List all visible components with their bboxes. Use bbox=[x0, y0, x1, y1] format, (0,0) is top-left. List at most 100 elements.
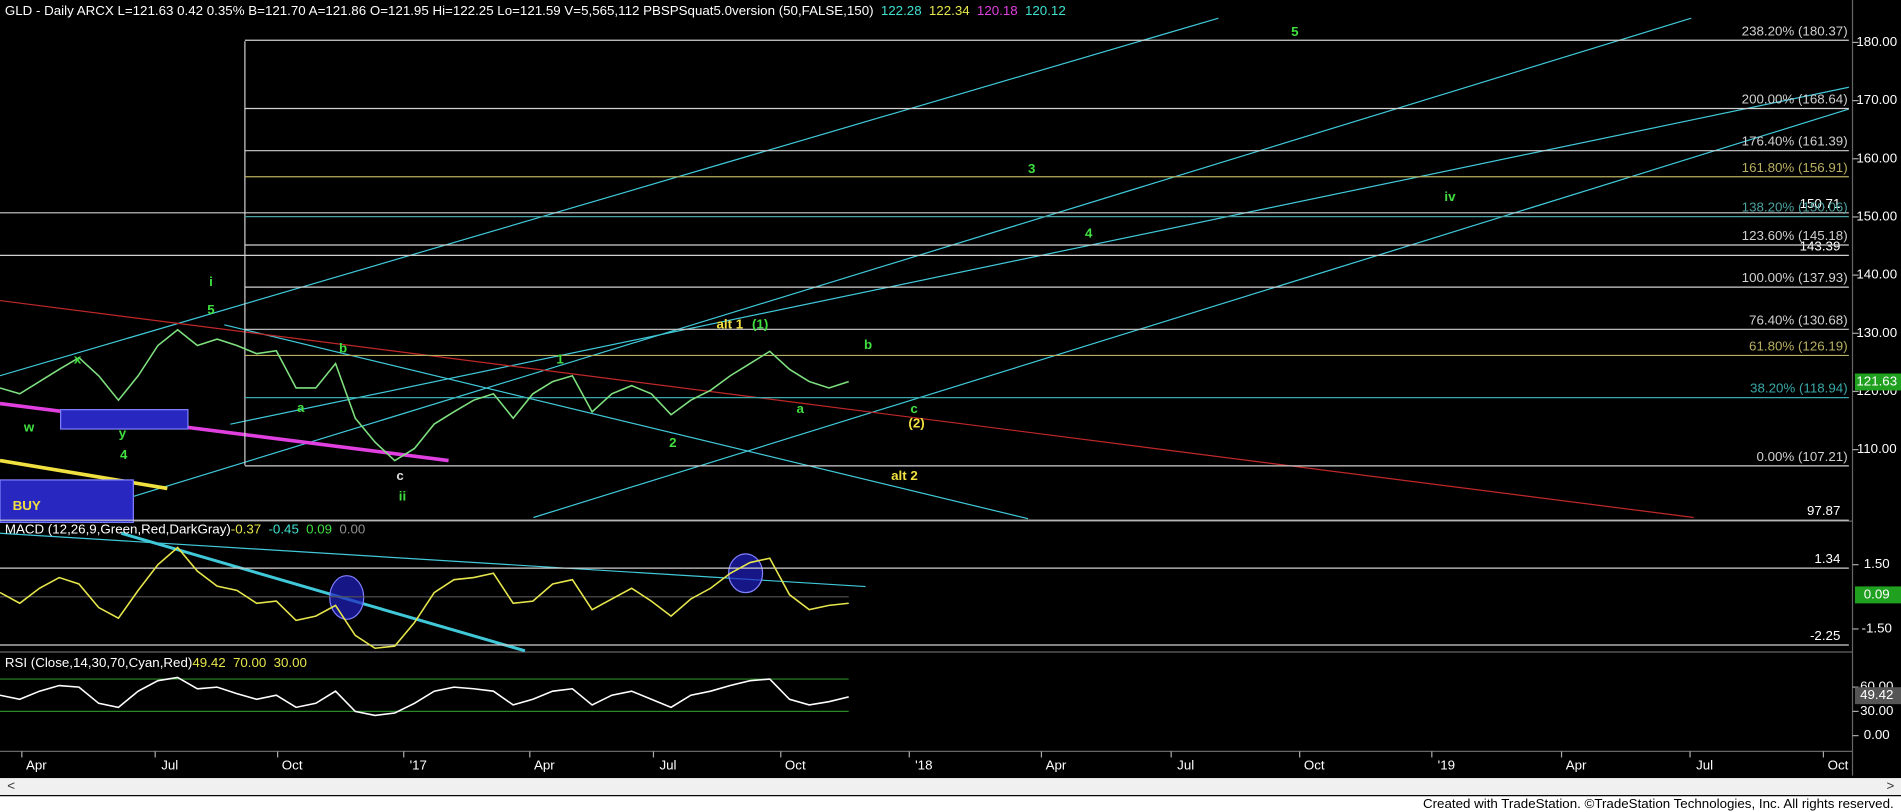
buy-zone bbox=[0, 479, 134, 523]
macd-trendline bbox=[0, 532, 866, 588]
header: GLD - Daily ARCX L=121.63 0.42 0.35% B=1… bbox=[5, 2, 1066, 17]
fib-label: 200.00% (168.64) bbox=[1742, 92, 1848, 107]
fib-label: 100.00% (137.93) bbox=[1742, 270, 1848, 285]
header-segment: GLD - Daily ARCX L=121.63 0.42 0.35% B=1… bbox=[5, 2, 874, 17]
last-label: 0.09 bbox=[1864, 586, 1890, 601]
y-tick-label: 150.00 bbox=[1856, 208, 1897, 223]
header-segment: 49.42 bbox=[192, 654, 225, 669]
wave-label: alt 2 bbox=[891, 468, 918, 483]
x-tick-label: Jul bbox=[1696, 757, 1713, 772]
last-price-box bbox=[1854, 373, 1901, 391]
wave-label: BUY bbox=[13, 498, 41, 513]
series-line bbox=[0, 676, 849, 717]
header-segment: 122.28 bbox=[881, 2, 922, 17]
fib-label: 138.20% (150.06) bbox=[1742, 200, 1848, 215]
x-tick-label: Oct bbox=[785, 757, 806, 772]
wave-label: 5 bbox=[1291, 24, 1299, 39]
macd-title: MACD (12,26,9,Green,Red,DarkGray)-0.37 -0… bbox=[5, 521, 365, 536]
fib-label: 238.20% (180.37) bbox=[1742, 23, 1848, 38]
channel-line bbox=[72, 17, 1692, 516]
x-tick-label: Jul bbox=[161, 757, 178, 772]
x-tick-label: '17 bbox=[410, 757, 427, 772]
support-zone bbox=[60, 409, 189, 430]
wave-label: (2) bbox=[908, 416, 924, 431]
last-box bbox=[1854, 586, 1901, 604]
wave-label: 3 bbox=[1028, 161, 1035, 176]
scrollbar[interactable] bbox=[0, 778, 1901, 796]
y-tick-label: 140.00 bbox=[1856, 267, 1897, 282]
wave-label: 4 bbox=[120, 447, 128, 462]
header-segment: -0.45 bbox=[268, 521, 298, 536]
series-line bbox=[0, 546, 849, 650]
macd-trendline bbox=[120, 531, 526, 653]
header-segment: 30.00 bbox=[274, 654, 307, 669]
wave-label: c bbox=[910, 401, 918, 416]
fib-label: 61.80% (126.19) bbox=[1749, 338, 1848, 353]
wave-label: (1) bbox=[752, 316, 768, 331]
wave-label: 5 bbox=[207, 302, 215, 317]
red-trendline bbox=[0, 299, 1694, 519]
wave-label: a bbox=[297, 400, 305, 415]
header-segment: 120.12 bbox=[1025, 2, 1066, 17]
wave-label: y bbox=[119, 425, 127, 440]
x-tick-label: Apr bbox=[534, 757, 555, 772]
y-tick-label: 160.00 bbox=[1856, 150, 1897, 165]
y-tick-label: -1.50 bbox=[1862, 620, 1892, 635]
level-label: 1.34 bbox=[1814, 551, 1841, 566]
x-tick-label: Oct bbox=[282, 757, 303, 772]
footer-bar bbox=[0, 796, 1901, 812]
wave-label: i bbox=[209, 274, 213, 289]
x-tick-label: Apr bbox=[26, 757, 47, 772]
trendlines bbox=[0, 17, 1850, 653]
y-tick-label: 170.00 bbox=[1856, 92, 1897, 107]
header-segment: 70.00 bbox=[233, 654, 266, 669]
wave-label: iv bbox=[1444, 189, 1456, 204]
fib-label: 161.80% (156.91) bbox=[1742, 160, 1848, 175]
wave-label: w bbox=[23, 419, 35, 434]
y-tick-label: 110.00 bbox=[1857, 441, 1897, 456]
wave-label: 1 bbox=[556, 351, 564, 366]
wave-label: b bbox=[339, 341, 347, 356]
last-box bbox=[1854, 687, 1901, 705]
y-tick-label: 30.00 bbox=[1860, 703, 1893, 718]
series-line bbox=[0, 328, 849, 462]
y-tick-label: 130.00 bbox=[1856, 325, 1897, 340]
scroll-right[interactable]: > bbox=[1886, 778, 1894, 793]
rsi-title-text: RSI (Close,14,30,70,Cyan,Red) bbox=[5, 654, 192, 669]
channel-line bbox=[224, 324, 1029, 520]
x-tick-label: Apr bbox=[1566, 757, 1587, 772]
header-segment: 0.00 bbox=[339, 521, 365, 536]
scroll-left[interactable]: < bbox=[7, 778, 15, 793]
fib-label: 123.60% (145.18) bbox=[1742, 228, 1848, 243]
macd-highlight bbox=[728, 553, 764, 594]
last-label: 49.42 bbox=[1860, 687, 1893, 702]
wave-label: x bbox=[74, 351, 82, 366]
x-tick-label: Jul bbox=[1177, 757, 1194, 772]
header-segment: 122.34 bbox=[929, 2, 970, 17]
header-segment: 120.18 bbox=[977, 2, 1018, 17]
footer: Created with TradeStation. ©TradeStation… bbox=[1423, 796, 1894, 811]
wave-label: 2 bbox=[669, 435, 676, 450]
fib-label: 0.00% (107.21) bbox=[1756, 449, 1847, 464]
header-segment: 0.09 bbox=[306, 521, 332, 536]
fib-label: 38.20% (118.94) bbox=[1750, 381, 1848, 396]
wave-label: a bbox=[796, 401, 804, 416]
x-tick-label: Oct bbox=[1304, 757, 1325, 772]
level-label: -2.25 bbox=[1810, 628, 1840, 643]
fib-label: 176.40% (161.39) bbox=[1742, 134, 1848, 149]
x-tick-label: Jul bbox=[659, 757, 676, 772]
wave-label: b bbox=[864, 337, 872, 352]
fib-label: 76.40% (130.68) bbox=[1749, 312, 1848, 327]
level-label: 150.71 bbox=[1800, 196, 1841, 211]
macd-highlight bbox=[329, 575, 365, 620]
wave-label: c bbox=[396, 468, 404, 483]
y-tick-label: 0.00 bbox=[1864, 727, 1890, 742]
yellow-trendline bbox=[0, 458, 168, 491]
y-tick-label: 1.50 bbox=[1864, 556, 1890, 571]
channel-line bbox=[0, 17, 1219, 377]
rsi-title: RSI (Close,14,30,70,Cyan,Red)49.42 70.00 3… bbox=[5, 654, 307, 669]
x-tick-label: Oct bbox=[1828, 757, 1849, 772]
x-tick-label: '18 bbox=[915, 757, 932, 772]
